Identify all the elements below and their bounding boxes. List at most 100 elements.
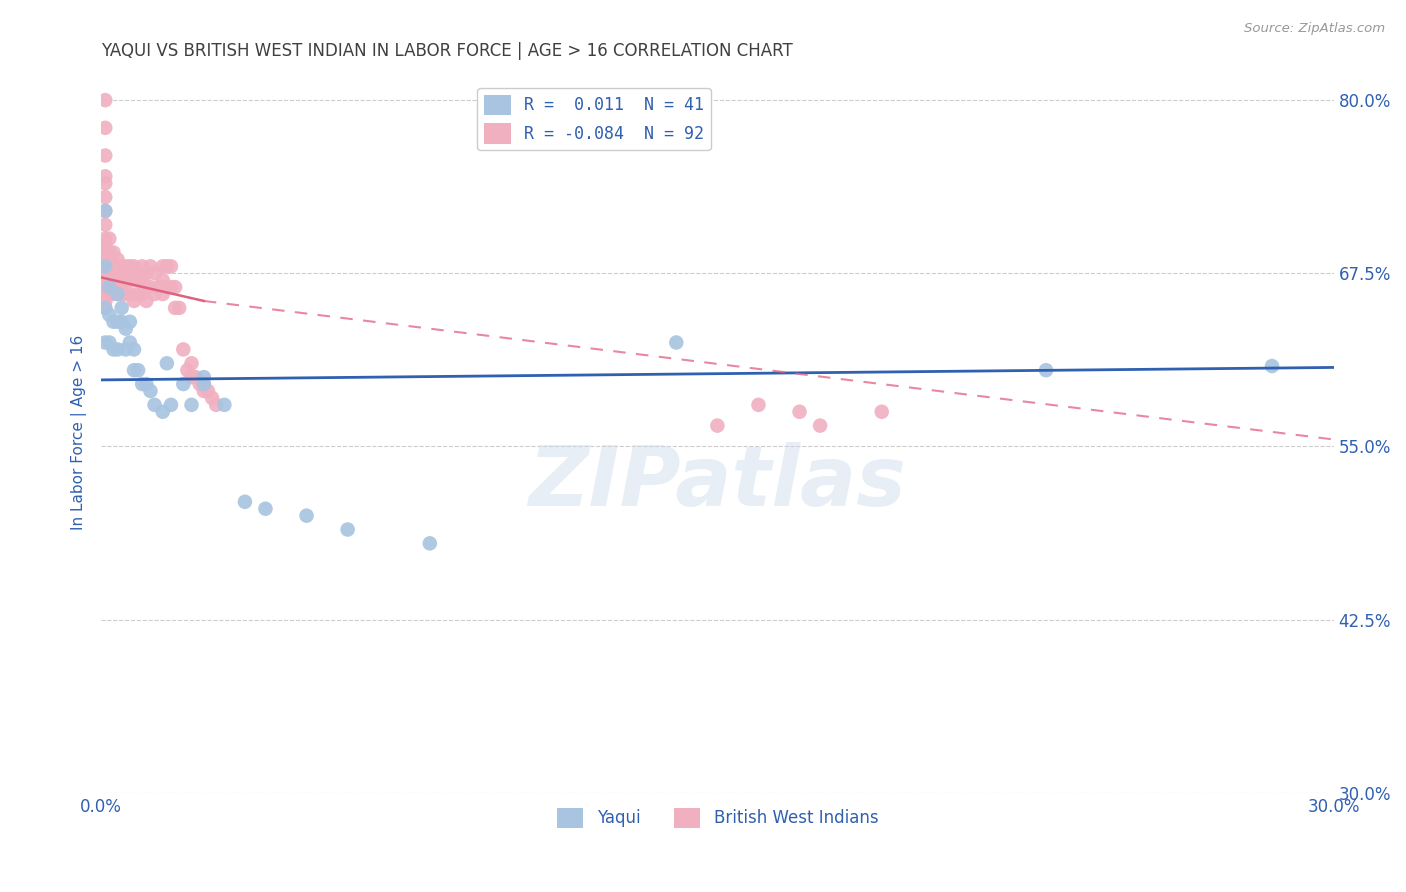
Point — [94, 148, 117, 162]
Point — [122, 273, 145, 287]
Point — [172, 343, 194, 357]
Point — [156, 280, 179, 294]
Point — [94, 245, 117, 260]
Point — [103, 273, 125, 287]
Point — [94, 190, 117, 204]
Point — [118, 266, 141, 280]
Point — [122, 343, 145, 357]
Point — [122, 293, 145, 308]
Point — [201, 391, 224, 405]
Point — [870, 405, 893, 419]
Text: YAQUI VS BRITISH WEST INDIAN IN LABOR FORCE | AGE > 16 CORRELATION CHART: YAQUI VS BRITISH WEST INDIAN IN LABOR FO… — [101, 42, 793, 60]
Point — [135, 266, 157, 280]
Point — [107, 287, 129, 301]
Point — [103, 287, 125, 301]
Point — [111, 260, 134, 274]
Point — [143, 266, 166, 280]
Point — [103, 315, 125, 329]
Point — [188, 377, 211, 392]
Point — [254, 501, 277, 516]
Point — [127, 266, 149, 280]
Point — [135, 377, 157, 392]
Point — [94, 176, 117, 190]
Point — [111, 315, 134, 329]
Point — [131, 260, 153, 274]
Point — [94, 273, 117, 287]
Point — [127, 287, 149, 301]
Legend: Yaqui, British West Indians: Yaqui, British West Indians — [550, 801, 884, 835]
Point — [139, 384, 162, 398]
Point — [789, 405, 811, 419]
Point — [107, 273, 129, 287]
Point — [118, 315, 141, 329]
Point — [139, 280, 162, 294]
Point — [107, 287, 129, 301]
Point — [156, 356, 179, 370]
Point — [111, 266, 134, 280]
Point — [143, 398, 166, 412]
Point — [233, 495, 256, 509]
Point — [419, 536, 441, 550]
Point — [156, 260, 179, 274]
Point — [114, 260, 136, 274]
Point — [98, 260, 121, 274]
Point — [180, 398, 202, 412]
Point — [98, 335, 121, 350]
Point — [139, 260, 162, 274]
Point — [152, 273, 174, 287]
Point — [98, 280, 121, 294]
Point — [808, 418, 831, 433]
Point — [98, 280, 121, 294]
Point — [94, 232, 117, 246]
Point — [131, 273, 153, 287]
Point — [152, 287, 174, 301]
Point — [295, 508, 318, 523]
Point — [160, 260, 183, 274]
Point — [180, 370, 202, 384]
Point — [118, 260, 141, 274]
Point — [176, 363, 198, 377]
Point — [94, 260, 117, 274]
Point — [98, 245, 121, 260]
Point — [111, 301, 134, 315]
Point — [94, 218, 117, 232]
Point — [114, 321, 136, 335]
Point — [152, 405, 174, 419]
Point — [114, 287, 136, 301]
Point — [107, 343, 129, 357]
Point — [193, 370, 215, 384]
Point — [94, 301, 117, 315]
Point — [165, 301, 187, 315]
Point — [665, 335, 688, 350]
Point — [98, 232, 121, 246]
Y-axis label: In Labor Force | Age > 16: In Labor Force | Age > 16 — [72, 334, 87, 530]
Point — [214, 398, 236, 412]
Point — [94, 266, 117, 280]
Point — [111, 273, 134, 287]
Text: Source: ZipAtlas.com: Source: ZipAtlas.com — [1244, 22, 1385, 36]
Point — [94, 169, 117, 184]
Point — [131, 377, 153, 392]
Point — [118, 335, 141, 350]
Point — [98, 266, 121, 280]
Point — [122, 260, 145, 274]
Point — [152, 260, 174, 274]
Point — [193, 377, 215, 392]
Point — [94, 203, 117, 218]
Point — [98, 252, 121, 267]
Point — [111, 287, 134, 301]
Point — [118, 287, 141, 301]
Point — [160, 280, 183, 294]
Point — [103, 343, 125, 357]
Point — [114, 343, 136, 357]
Point — [94, 203, 117, 218]
Point — [135, 293, 157, 308]
Point — [336, 523, 359, 537]
Point — [197, 384, 219, 398]
Point — [135, 280, 157, 294]
Point — [205, 398, 228, 412]
Point — [103, 266, 125, 280]
Point — [94, 93, 117, 107]
Point — [118, 273, 141, 287]
Point — [143, 287, 166, 301]
